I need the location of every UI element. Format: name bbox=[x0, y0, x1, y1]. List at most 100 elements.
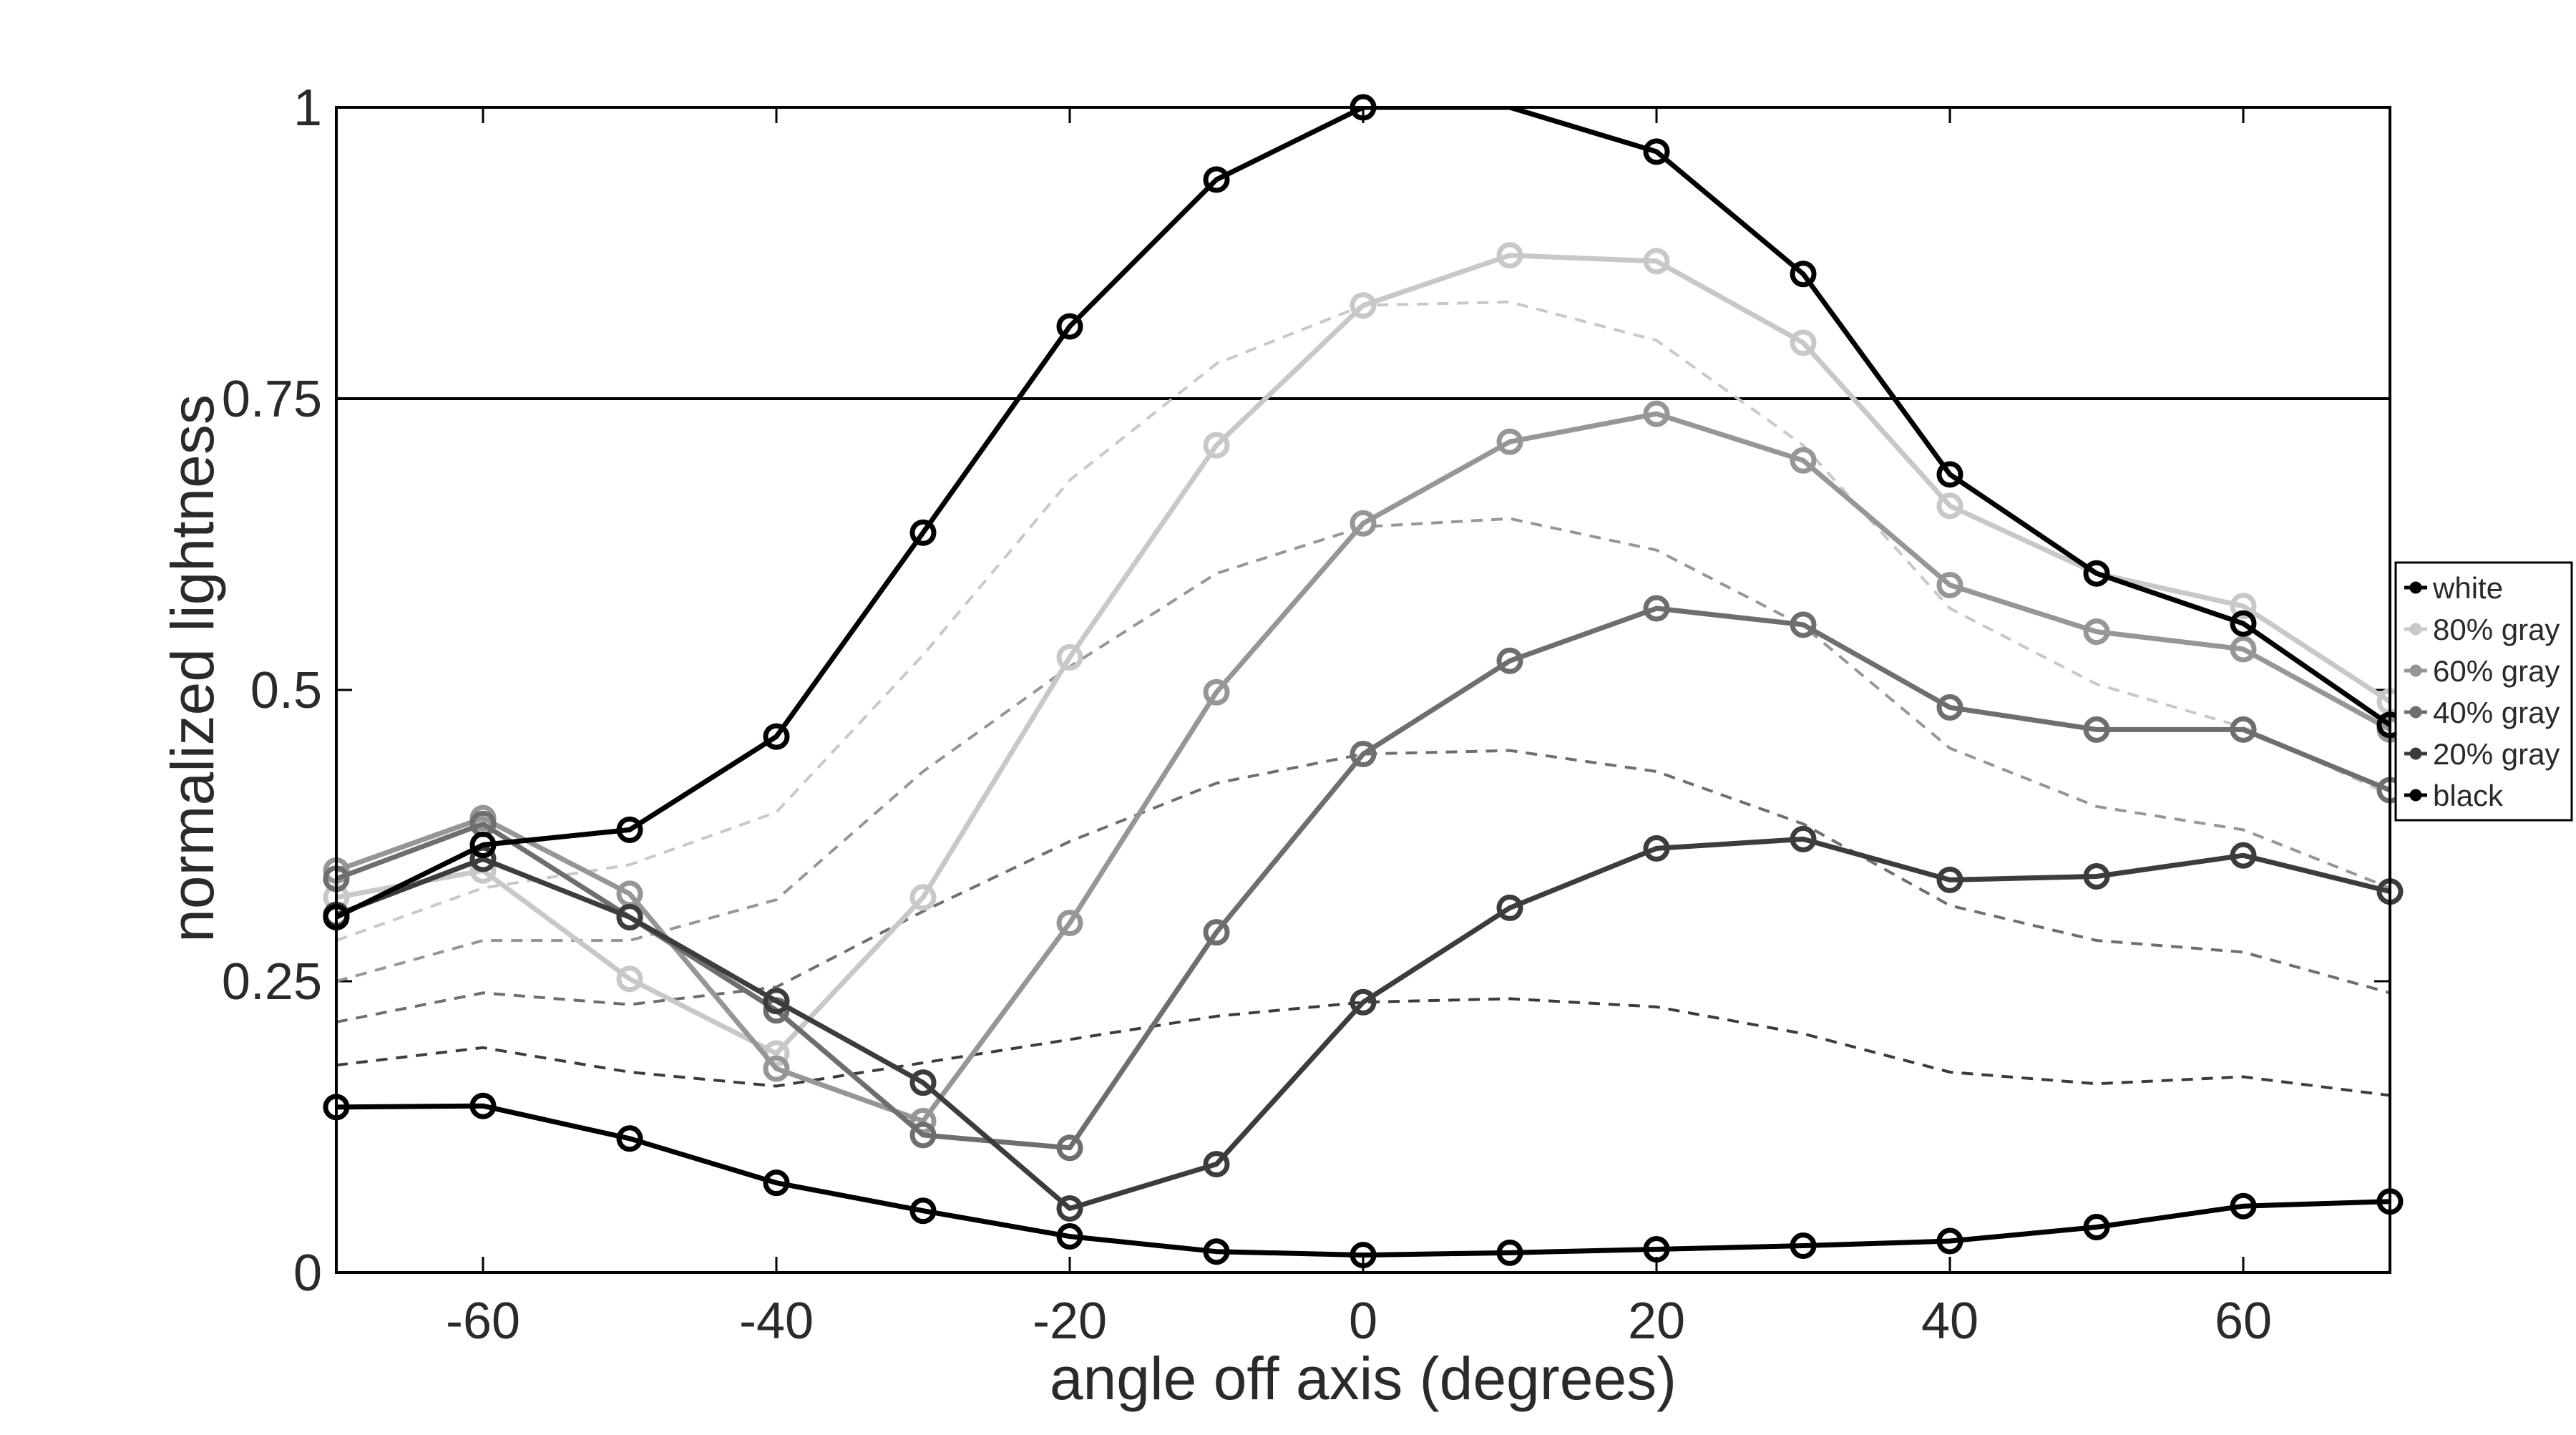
y-axis-title: normalized lightness bbox=[159, 394, 226, 943]
data-point-white bbox=[1643, 138, 1670, 165]
data-point-60-gray bbox=[1643, 400, 1670, 427]
data-point-60-gray bbox=[1936, 571, 1963, 598]
data-point-40-gray bbox=[1203, 919, 1230, 946]
data-series bbox=[323, 94, 2404, 1269]
plot-border bbox=[335, 106, 2391, 1274]
data-point-20-gray bbox=[2230, 842, 2257, 869]
data-point-40-gray bbox=[1790, 611, 1817, 638]
legend-swatch-marker bbox=[2409, 623, 2422, 636]
data-point-white bbox=[2083, 560, 2110, 587]
data-point-white bbox=[2230, 610, 2257, 637]
legend-label: 80% gray bbox=[2433, 613, 2560, 646]
data-point-20-gray bbox=[2083, 862, 2110, 890]
data-point-20-gray bbox=[909, 1069, 937, 1096]
data-point-80-gray bbox=[1643, 248, 1670, 275]
data-point-80-gray bbox=[616, 965, 643, 993]
data-point-80-gray bbox=[2230, 593, 2257, 620]
dashed-series-line bbox=[336, 517, 2390, 983]
data-point-80-gray bbox=[1203, 432, 1230, 459]
data-point-60-gray bbox=[2230, 636, 2257, 663]
data-point-60-gray bbox=[2083, 618, 2110, 646]
legend-swatch-marker bbox=[2409, 789, 2422, 802]
data-point-60-gray bbox=[1496, 428, 1523, 455]
data-point-black bbox=[1350, 1242, 1377, 1269]
data-point-40-gray bbox=[2230, 716, 2257, 743]
data-point-60-gray bbox=[1056, 910, 1083, 937]
data-point-black bbox=[1643, 1235, 1670, 1263]
legend-swatch-marker bbox=[2409, 706, 2422, 719]
data-point-40-gray bbox=[909, 1122, 937, 1149]
legend-swatch-marker bbox=[2409, 747, 2422, 760]
data-point-black bbox=[1496, 1239, 1523, 1266]
legend-label: 60% gray bbox=[2433, 654, 2560, 688]
series-line-20-gray bbox=[336, 836, 2390, 1211]
dashed-series-line bbox=[336, 997, 2390, 1097]
data-point-20-gray bbox=[616, 903, 643, 930]
data-point-black bbox=[1790, 1232, 1817, 1260]
dashed-reference-lines bbox=[336, 300, 2390, 1097]
data-point-20-gray bbox=[1496, 894, 1523, 921]
data-point-80-gray bbox=[1790, 329, 1817, 356]
data-point-80-gray bbox=[1056, 643, 1083, 671]
data-point-20-gray bbox=[1203, 1151, 1230, 1178]
data-point-40-gray bbox=[1936, 694, 1963, 721]
x-tick-label: -20 bbox=[1033, 1293, 1107, 1350]
data-point-white bbox=[1790, 261, 1817, 288]
legend-label: black bbox=[2433, 779, 2504, 812]
y-tick-label: 1 bbox=[293, 79, 322, 137]
series-line-black bbox=[336, 1103, 2390, 1258]
x-tick-label: -60 bbox=[446, 1293, 520, 1350]
x-tick-label: 20 bbox=[1628, 1293, 1685, 1350]
data-point-white bbox=[1056, 313, 1083, 340]
data-point-white bbox=[1936, 461, 1963, 488]
y-tick-label: 0.25 bbox=[222, 953, 322, 1011]
data-point-black bbox=[909, 1197, 937, 1225]
legend-swatch-marker bbox=[2409, 581, 2422, 594]
data-point-20-gray bbox=[1936, 866, 1963, 893]
x-tick-label: 40 bbox=[1921, 1293, 1979, 1350]
data-point-black bbox=[616, 1125, 643, 1152]
data-point-black bbox=[1936, 1227, 1963, 1255]
series-line-80-gray bbox=[336, 253, 2390, 1056]
data-point-80-gray bbox=[1496, 242, 1523, 269]
data-point-white bbox=[763, 723, 790, 750]
series-line-60-gray bbox=[336, 411, 2390, 1124]
y-tick-label: 0.75 bbox=[222, 371, 322, 428]
legend-box bbox=[2394, 561, 2573, 822]
data-point-black bbox=[1056, 1223, 1083, 1250]
legend-label: 40% gray bbox=[2433, 696, 2560, 729]
legend-label: 20% gray bbox=[2433, 737, 2560, 771]
legend-label: white bbox=[2432, 571, 2503, 605]
series-line-40-gray bbox=[336, 605, 2390, 1151]
x-axis-title: angle off axis (degrees) bbox=[1050, 1345, 1677, 1412]
data-point-black bbox=[469, 1092, 497, 1119]
data-point-20-gray bbox=[1350, 988, 1377, 1016]
data-point-40-gray bbox=[1643, 595, 1670, 622]
data-point-white bbox=[1203, 166, 1230, 193]
data-point-white bbox=[616, 816, 643, 843]
data-point-20-gray bbox=[763, 988, 790, 1015]
series-line-white bbox=[336, 107, 2390, 920]
legend: white 80% gray 60% gray 40% gray 20% gray bla… bbox=[2394, 561, 2573, 822]
data-point-20-gray bbox=[1056, 1195, 1083, 1222]
x-tick-label: 60 bbox=[2215, 1293, 2272, 1350]
data-point-white bbox=[469, 832, 497, 859]
x-tick-label: 0 bbox=[1349, 1293, 1377, 1350]
data-point-black bbox=[2083, 1214, 2110, 1241]
data-point-80-gray bbox=[909, 884, 937, 911]
x-tick-label: -40 bbox=[739, 1293, 814, 1350]
data-point-black bbox=[2230, 1192, 2257, 1220]
dashed-series-line bbox=[336, 749, 2390, 1023]
data-point-60-gray bbox=[1203, 678, 1230, 706]
data-point-60-gray bbox=[1790, 447, 1817, 474]
data-point-60-gray bbox=[1350, 510, 1377, 537]
data-point-20-gray bbox=[1790, 825, 1817, 852]
data-point-80-gray bbox=[1936, 492, 1963, 520]
axes-group: -60 -40 -20 0 20 40 60 0 0.25 0.5 0.75 1 bbox=[222, 79, 2390, 1350]
data-point-white bbox=[909, 519, 937, 546]
data-point-black bbox=[763, 1169, 790, 1197]
y-tick-label: 0 bbox=[293, 1245, 322, 1302]
data-point-40-gray bbox=[1496, 647, 1523, 674]
